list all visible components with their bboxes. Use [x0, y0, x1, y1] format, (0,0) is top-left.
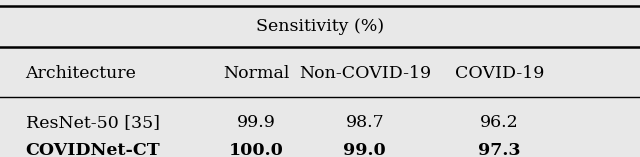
Text: COVID-19: COVID-19	[454, 65, 544, 82]
Text: Normal: Normal	[223, 65, 289, 82]
Text: 99.0: 99.0	[344, 142, 386, 157]
Text: Non-COVID-19: Non-COVID-19	[299, 65, 431, 82]
Text: COVIDNet-CT: COVIDNet-CT	[26, 142, 160, 157]
Text: 97.3: 97.3	[478, 142, 520, 157]
Text: 96.2: 96.2	[480, 114, 518, 131]
Text: ResNet-50 [35]: ResNet-50 [35]	[26, 114, 159, 131]
Text: 99.9: 99.9	[237, 114, 275, 131]
Text: 98.7: 98.7	[346, 114, 384, 131]
Text: 100.0: 100.0	[228, 142, 284, 157]
Text: Sensitivity (%): Sensitivity (%)	[256, 18, 384, 35]
Text: Architecture: Architecture	[26, 65, 136, 82]
